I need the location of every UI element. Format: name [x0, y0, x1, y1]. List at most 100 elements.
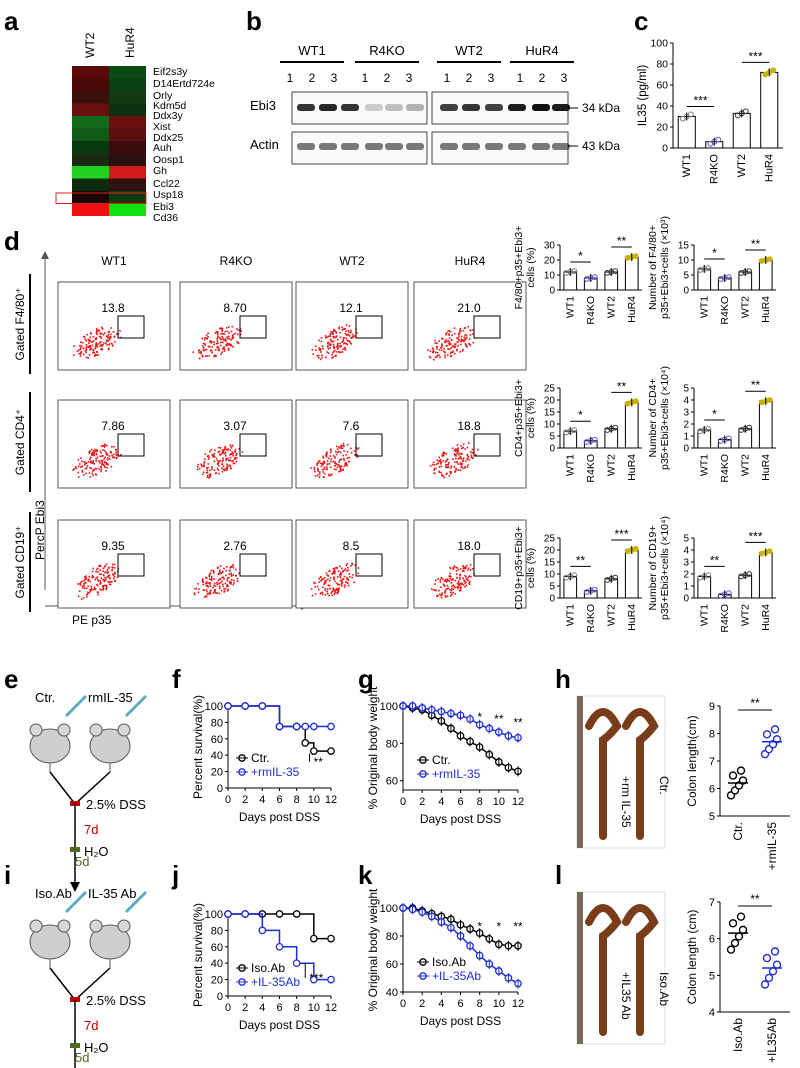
photo-ruler [577, 892, 583, 1044]
blot-band-ebi3 [365, 104, 383, 111]
y-tick-label: 5 [683, 271, 689, 282]
flow-event [113, 456, 116, 459]
flow-event [95, 328, 98, 330]
flow-event [347, 579, 350, 581]
flow-event [91, 452, 93, 455]
flow-event [96, 449, 98, 451]
category-label: WT1 [698, 604, 710, 626]
flow-event [463, 336, 466, 339]
flow-event [333, 568, 336, 571]
flow-event [433, 463, 436, 466]
flow-event [339, 346, 342, 348]
flow-event [203, 596, 206, 598]
flow-event [357, 567, 360, 569]
flow-event [346, 570, 348, 572]
y-tick-label: 10 [544, 271, 556, 282]
x-tick-label: 2 [242, 1002, 248, 1014]
y-tick-label: 20 [656, 122, 668, 134]
flow-event [111, 569, 113, 572]
flow-event [105, 453, 108, 455]
flow-event [212, 586, 214, 589]
heatmap-cell [109, 103, 146, 116]
data-point [705, 265, 712, 272]
blot-band-actin [406, 143, 424, 150]
flow-event [89, 346, 92, 349]
flow-event [91, 570, 94, 573]
panel-h-label: h [555, 664, 571, 694]
flow-event [434, 589, 436, 592]
flow-event [98, 341, 101, 344]
flow-event [336, 591, 338, 594]
flow-event [334, 461, 337, 463]
flow-event [332, 572, 335, 574]
blot-group-label: WT1 [298, 43, 325, 58]
flow-event [454, 346, 456, 349]
flow-event [469, 333, 472, 336]
flow-event [105, 342, 107, 345]
flow-event [201, 473, 204, 476]
flow-event [96, 329, 98, 331]
flow-event [340, 469, 342, 472]
flow-event [233, 462, 236, 465]
blot-band-ebi3 [385, 104, 403, 111]
flow-event [326, 342, 329, 344]
flow-event [222, 468, 225, 471]
flow-event [320, 462, 323, 465]
flow-event [90, 333, 92, 335]
flow-event [460, 335, 463, 338]
sig-label: *** [309, 971, 323, 985]
flow-event [446, 332, 448, 334]
flow-event [445, 580, 448, 583]
data-point [583, 589, 590, 595]
flow-event [452, 578, 454, 580]
flow-event [107, 581, 110, 583]
flow-event [100, 470, 102, 473]
data-point [764, 973, 774, 983]
flow-event [204, 595, 207, 598]
flow-event [84, 575, 87, 577]
flow-event [313, 466, 316, 469]
flow-event [324, 589, 327, 592]
flow-event [457, 587, 459, 590]
flow-event [338, 345, 340, 347]
category-label: WT1 [698, 454, 710, 476]
flow-event [88, 346, 91, 349]
blot-lane-number: 2 [466, 71, 473, 85]
x-tick-label: 2 [419, 998, 425, 1010]
flow-event [217, 579, 220, 582]
schematic-right-label: IL-35 Ab [88, 886, 136, 901]
flow-event [462, 340, 465, 343]
flow-event [336, 448, 339, 450]
photo-ruler [577, 696, 583, 848]
flow-event [90, 448, 93, 451]
flow-event [456, 451, 459, 454]
flow-event [342, 348, 344, 350]
flow-event [226, 336, 228, 338]
flow-event [442, 460, 444, 462]
bar [624, 256, 639, 291]
flow-event [95, 457, 97, 460]
flow-gate-value: 2.76 [223, 539, 247, 553]
flow-event [434, 356, 437, 359]
flow-event [212, 570, 215, 573]
flow-event [108, 574, 111, 576]
y-tick-label: 15 [678, 241, 690, 252]
flow-event [332, 587, 335, 590]
flow-event [469, 564, 472, 566]
sig-label: ** [494, 712, 504, 726]
flow-event [230, 573, 233, 576]
flow-event [319, 592, 322, 595]
data-point [738, 427, 745, 433]
flow-event [445, 452, 448, 455]
flow-event [462, 329, 465, 332]
flow-event [336, 344, 339, 347]
flow-event [447, 461, 450, 464]
flow-event [205, 576, 207, 579]
flow-event [466, 446, 469, 449]
flow-event [336, 451, 339, 454]
flow-event [335, 453, 338, 456]
flow-event [457, 450, 459, 453]
flow-event [356, 448, 359, 450]
heatmap-gene-label: D14Ertd724e [153, 78, 215, 90]
